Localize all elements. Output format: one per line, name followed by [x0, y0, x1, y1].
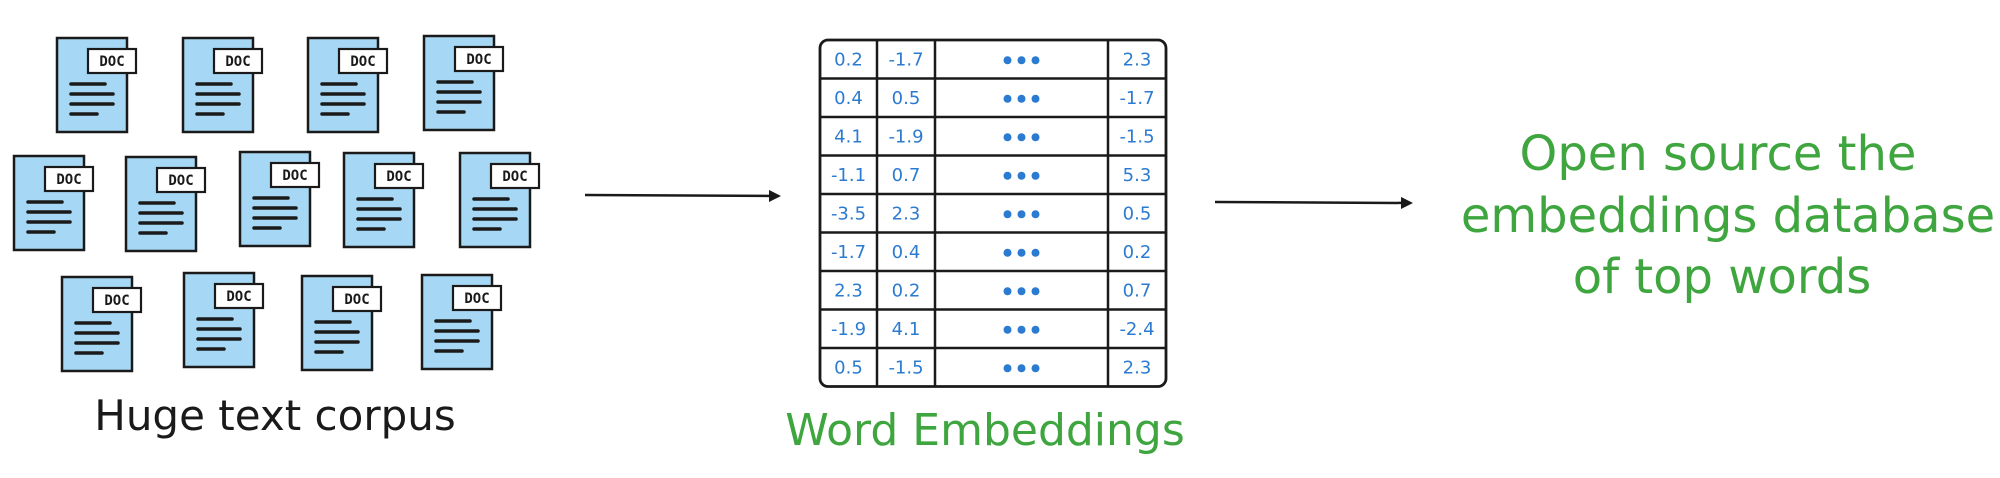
document-icon: DOC: [181, 36, 264, 134]
table-cell: 0.2: [892, 280, 921, 301]
document-icon: DOC: [342, 151, 425, 249]
ellipsis-icon: [1003, 133, 1040, 142]
table-cell: -1.1: [831, 165, 866, 186]
document-label: DOC: [56, 172, 81, 188]
ellipsis-icon: [1003, 210, 1040, 219]
document-icon: DOC: [182, 271, 265, 369]
table-cell: -1.5: [888, 357, 923, 378]
open-source-line-2: embeddings database: [1461, 188, 1995, 244]
table-cell: 0.4: [892, 242, 921, 263]
document-icon: DOC: [12, 154, 95, 252]
table-cell: -1.9: [831, 319, 866, 340]
document-label: DOC: [502, 169, 527, 185]
document-icon: DOC: [420, 273, 503, 371]
table-row: 0.5 -1.5 2.3: [834, 357, 1151, 378]
table-cell: -1.7: [831, 242, 866, 263]
document-label: DOC: [344, 292, 369, 308]
table-row: -1.1 0.7 5.3: [831, 165, 1151, 186]
table-cell: 4.1: [892, 319, 921, 340]
table-row: 0.4 0.5 -1.7: [834, 88, 1154, 109]
table-cell: 0.2: [1123, 242, 1152, 263]
ellipsis-icon: [1003, 364, 1040, 373]
table-cell: -1.7: [888, 49, 923, 70]
table-cell: 0.7: [892, 165, 921, 186]
document-label: DOC: [225, 54, 250, 70]
embedding-table-border: [818, 38, 1168, 388]
embedding-table: 0.2 -1.7 2.3 0.4 0.5 -1.7 4.1 -1.9 -1.5 -1.1 0.7 5.…: [818, 38, 1168, 388]
table-row: 4.1 -1.9 -1.5: [834, 126, 1154, 147]
document-grid: DOC DOC DOC DOC DOC DOC DOC DOC DOC DOC DOC DOC DOC: [12, 34, 541, 373]
document-icon: DOC: [124, 155, 207, 253]
document-label: DOC: [104, 293, 129, 309]
document-icon: DOC: [300, 274, 383, 372]
table-cell: -1.5: [1119, 126, 1154, 147]
document-label: DOC: [282, 168, 307, 184]
table-cell: 2.3: [892, 203, 921, 224]
table-cell: 0.7: [1123, 280, 1152, 301]
ellipsis-icon: [1003, 325, 1040, 334]
table-cell: 0.5: [834, 357, 863, 378]
document-label: DOC: [99, 54, 124, 70]
table-row: -3.5 2.3 0.5: [831, 203, 1151, 224]
ellipsis-icon: [1003, 94, 1040, 103]
document-label: DOC: [386, 169, 411, 185]
table-cell: 4.1: [834, 126, 863, 147]
document-label: DOC: [226, 289, 251, 305]
table-row: 2.3 0.2 0.7: [834, 280, 1151, 301]
document-label: DOC: [466, 52, 491, 68]
document-label: DOC: [464, 291, 489, 307]
embedding-table-grid: [818, 38, 1168, 388]
table-cell: 0.5: [1123, 203, 1152, 224]
document-icon: DOC: [422, 34, 505, 132]
document-label: DOC: [168, 173, 193, 189]
table-cell: 0.5: [892, 88, 921, 109]
ellipsis-icon: [1003, 287, 1040, 296]
document-icon: DOC: [55, 36, 138, 134]
ellipsis-icon: [1003, 171, 1040, 180]
table-row: -1.7 0.4 0.2: [831, 242, 1151, 263]
ellipsis-icon: [1003, 56, 1040, 65]
corpus-caption: Huge text corpus: [94, 391, 456, 440]
table-cell: 2.3: [1123, 49, 1152, 70]
table-cell: -1.7: [1119, 88, 1154, 109]
table-cell: -3.5: [831, 203, 866, 224]
arrow-embeddings-to-open-source: [1214, 196, 1413, 209]
document-icon: DOC: [60, 275, 143, 373]
embeddings-caption: Word Embeddings: [785, 405, 1185, 456]
document-icon: DOC: [238, 150, 321, 248]
open-source-line-3: of top words: [1573, 249, 1871, 305]
table-cell: 0.2: [834, 49, 863, 70]
table-cell: 2.3: [834, 280, 863, 301]
table-row: -1.9 4.1 -2.4: [831, 319, 1155, 340]
table-cell: -2.4: [1119, 319, 1154, 340]
document-icon: DOC: [458, 151, 541, 249]
document-label: DOC: [350, 54, 375, 70]
open-source-text: Open source the embeddings database of t…: [1461, 126, 1995, 305]
table-cell: 0.4: [834, 88, 863, 109]
arrow-corpus-to-embeddings: [584, 189, 781, 202]
table-cell: -1.9: [888, 126, 923, 147]
table-row: 0.2 -1.7 2.3: [834, 49, 1151, 70]
open-source-line-1: Open source the: [1520, 126, 1917, 182]
embedding-table-cells: 0.2 -1.7 2.3 0.4 0.5 -1.7 4.1 -1.9 -1.5 -1.1 0.7 5.…: [831, 49, 1155, 378]
document-icon: DOC: [306, 36, 389, 134]
ellipsis-icon: [1003, 248, 1040, 257]
table-cell: 2.3: [1123, 357, 1152, 378]
table-cell: 5.3: [1123, 165, 1152, 186]
